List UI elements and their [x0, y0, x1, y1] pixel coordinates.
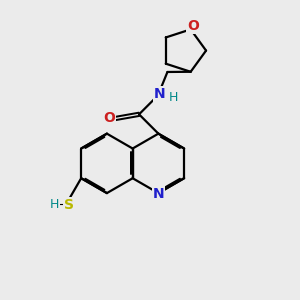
- Text: O: O: [103, 111, 116, 125]
- Text: H: H: [169, 91, 178, 104]
- Text: H: H: [50, 198, 59, 211]
- Text: N: N: [154, 87, 165, 101]
- Text: S: S: [64, 198, 74, 212]
- Text: N: N: [153, 187, 165, 201]
- Text: O: O: [187, 20, 199, 33]
